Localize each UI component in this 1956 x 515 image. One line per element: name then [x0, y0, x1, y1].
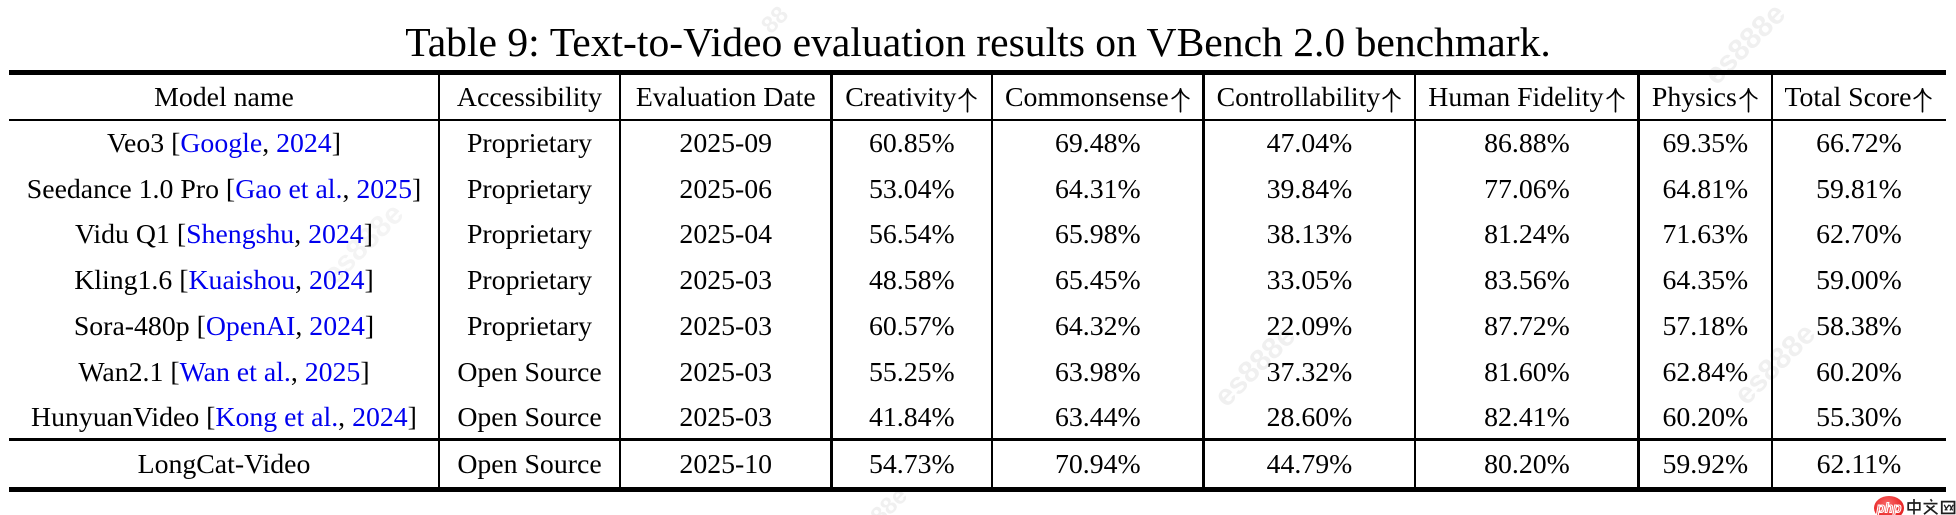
svg-text:php: php [1876, 501, 1902, 515]
